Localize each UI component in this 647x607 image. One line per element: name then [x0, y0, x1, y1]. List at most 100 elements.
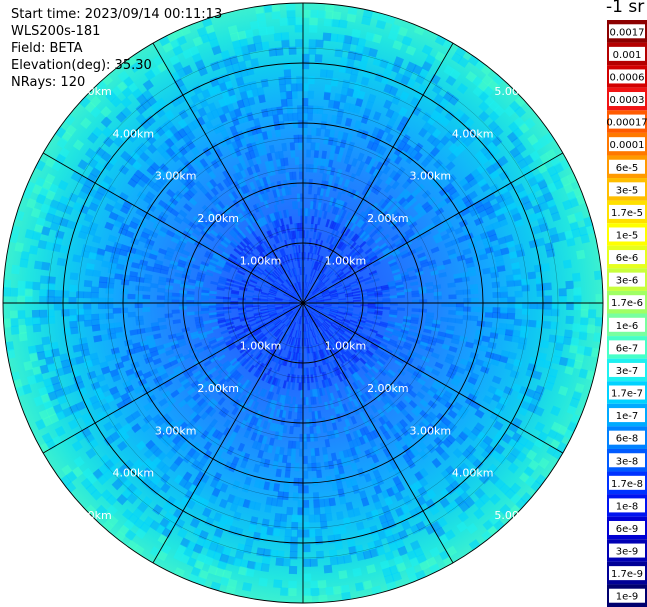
ppi-cell [317, 263, 322, 272]
ppi-cell [321, 311, 330, 316]
ppi-cell [267, 309, 276, 313]
ppi-cell [336, 339, 344, 347]
ppi-cell [253, 311, 262, 316]
ppi-cell [276, 386, 281, 395]
ppi-cell [268, 229, 274, 239]
ppi-cell [265, 223, 271, 232]
ppi-cell [296, 345, 299, 354]
ppi-cell [353, 256, 361, 264]
ppi-cell [228, 367, 237, 376]
ppi-cell [303, 308, 305, 317]
ppi-cell [244, 217, 252, 226]
ppi-cell [268, 391, 275, 401]
ppi-cell [256, 333, 265, 340]
ppi-cell [297, 282, 300, 291]
ppi-cell [237, 297, 246, 301]
ppi-cell [364, 322, 373, 328]
ppi-cell [316, 301, 325, 303]
ppi-cell [236, 383, 244, 392]
ppi-cell [327, 337, 333, 345]
ppi-cell [203, 253, 213, 260]
ppi-cell [287, 270, 292, 278]
ppi-cell [234, 381, 242, 391]
ppi-cell [267, 304, 276, 306]
ppi-cell [299, 200, 303, 209]
ppi-cell [207, 336, 217, 343]
ppi-cell [228, 255, 237, 262]
ppi-cell [252, 299, 261, 301]
ppi-cell [380, 353, 389, 361]
ppi-cell [308, 337, 312, 346]
ppi-cell [291, 306, 299, 312]
ppi-cell [273, 362, 279, 371]
ppi-cell [216, 287, 225, 291]
ppi-cell [346, 326, 355, 333]
ppi-cell [340, 363, 347, 372]
ppi-cell [345, 385, 353, 395]
ppi-cell [289, 304, 298, 307]
ppi-cell [325, 329, 333, 336]
ppi-cell [271, 377, 277, 386]
ppi-cell [309, 345, 313, 354]
ppi-cell [276, 259, 282, 267]
ppi-cell [305, 315, 309, 324]
ppi-cell [269, 273, 277, 281]
ppi-cell [325, 378, 331, 387]
ppi-cell [393, 273, 402, 279]
ppi-cell [311, 312, 318, 320]
ppi-cell [321, 323, 328, 330]
ppi-cell [208, 295, 217, 299]
ppi-cell [307, 330, 310, 339]
ppi-cell [382, 293, 391, 297]
ppi-cell [390, 233, 400, 242]
ppi-cell [305, 308, 309, 316]
ppi-cell [321, 265, 327, 274]
ppi-cell [356, 321, 365, 327]
ppi-cell [225, 319, 234, 325]
ppi-cell [279, 266, 285, 274]
ppi-cell [247, 215, 254, 225]
ppi-cell [301, 308, 303, 317]
ppi-cell [291, 381, 296, 391]
ppi-cell [296, 290, 301, 298]
colorbar-tick-label: 6e-8 [616, 434, 639, 445]
ppi-cell [196, 347, 205, 354]
ppi-cell [267, 351, 274, 359]
ppi-cell [220, 329, 229, 335]
ppi-cell [304, 281, 306, 290]
ppi-cell [316, 318, 322, 326]
ppi-cell [224, 214, 233, 223]
ppi-cell [229, 357, 238, 365]
ppi-cell [306, 338, 309, 347]
ppi-cell [308, 296, 316, 301]
ppi-cell [273, 270, 281, 277]
ppi-cell [305, 316, 308, 324]
ppi-cell [267, 293, 276, 297]
ppi-cell [286, 224, 290, 233]
ppi-cell [347, 250, 355, 258]
ppi-cell [215, 234, 225, 242]
ppi-cell [249, 242, 257, 250]
ppi-cell [273, 243, 279, 252]
ppi-cell [255, 246, 263, 254]
ppi-cell [294, 359, 298, 369]
ppi-cell [270, 286, 279, 292]
ppi-cell [198, 266, 208, 273]
ppi-cell [316, 281, 323, 288]
ppi-cell [239, 317, 248, 322]
ppi-cell [234, 276, 243, 282]
ppi-cell [389, 338, 398, 345]
ppi-cell [363, 259, 372, 266]
ppi-cell [318, 316, 325, 323]
ppi-cell [322, 309, 331, 314]
ppi-cell [269, 289, 278, 294]
ppi-cell [249, 279, 258, 285]
ppi-cell [308, 303, 317, 306]
ppi-cell [288, 336, 293, 345]
ppi-cell [300, 215, 303, 224]
ppi-cell [286, 335, 291, 344]
ppi-cell [232, 284, 241, 289]
ppi-cell [308, 304, 317, 307]
ppi-cell [367, 251, 376, 258]
ppi-cell [401, 277, 411, 282]
